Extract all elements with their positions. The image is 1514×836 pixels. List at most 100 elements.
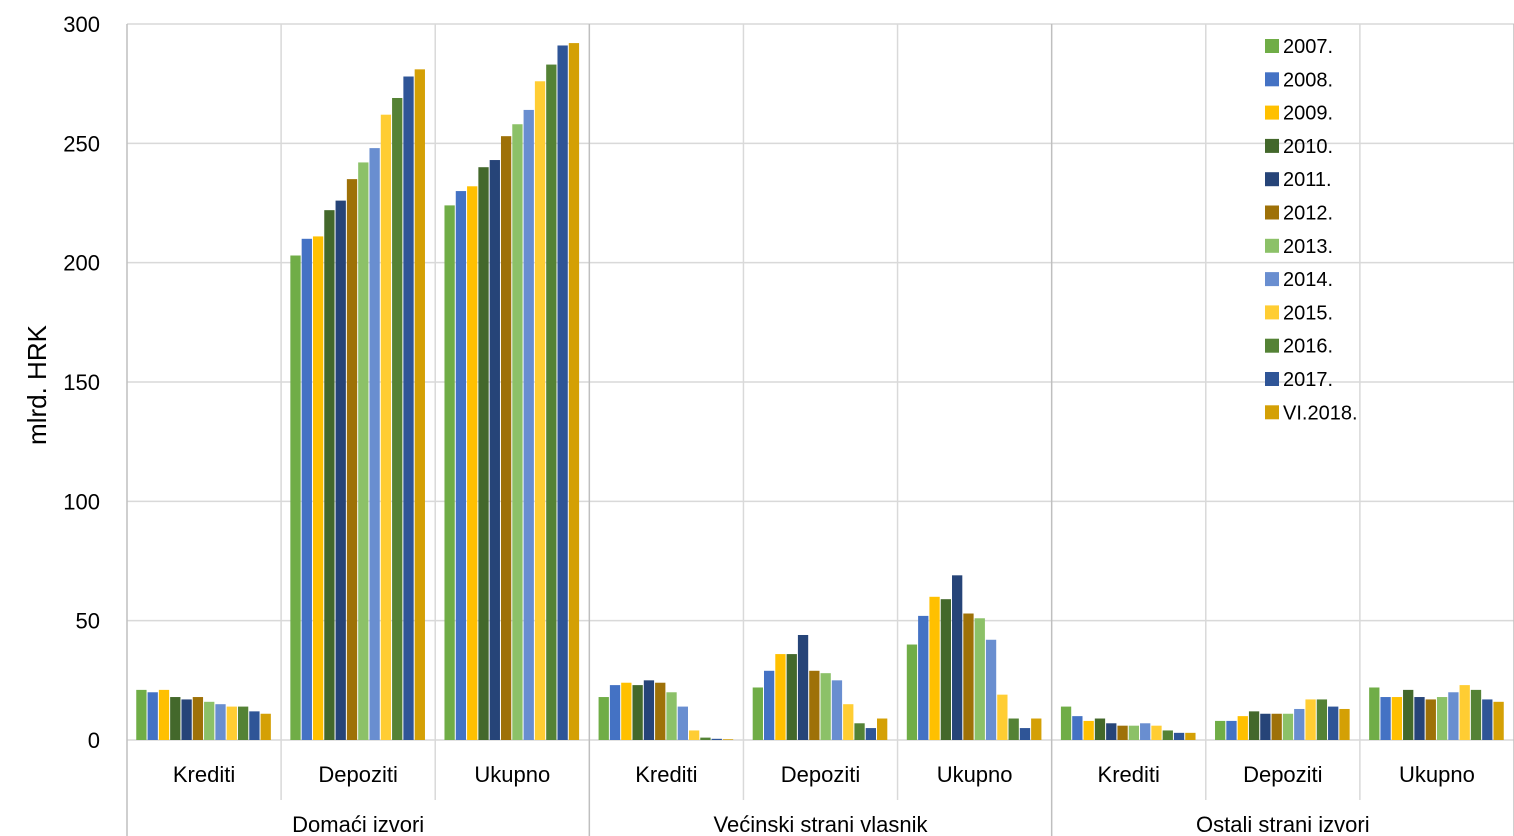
bar	[181, 699, 192, 740]
bar	[1226, 720, 1237, 740]
y-tick-label: 200	[63, 251, 100, 276]
bar	[478, 167, 489, 740]
legend-label: 2009.	[1283, 103, 1333, 125]
bar	[1425, 699, 1436, 740]
bar	[1470, 689, 1482, 740]
bar	[158, 689, 170, 740]
legend-label: 2010.	[1283, 136, 1333, 158]
legend-swatch	[1265, 138, 1279, 153]
y-axis-label: mlrd. HRK	[22, 324, 52, 445]
bar	[557, 45, 568, 741]
bar	[1019, 728, 1031, 740]
legend-swatch	[1265, 39, 1279, 53]
bar	[865, 728, 877, 740]
bar	[854, 723, 865, 740]
bar	[546, 64, 557, 740]
legend-label: 2015.	[1283, 302, 1333, 324]
bar	[655, 682, 666, 740]
bar	[1482, 699, 1493, 740]
x-tick-label: Krediti	[173, 762, 235, 787]
bar	[786, 654, 797, 740]
bar	[335, 200, 346, 741]
bar	[985, 639, 997, 740]
bar	[1083, 720, 1094, 740]
bar	[380, 114, 392, 740]
legend-label: 2011.	[1283, 169, 1332, 191]
x-tick-label: Depoziti	[1243, 762, 1322, 787]
bar	[1106, 723, 1117, 740]
bar	[568, 43, 580, 740]
legend-swatch	[1265, 272, 1279, 287]
bar	[609, 685, 621, 740]
bar	[1459, 685, 1470, 740]
bar	[929, 596, 940, 740]
bar	[1380, 697, 1391, 740]
bar	[906, 644, 918, 740]
bar	[1060, 706, 1072, 740]
bar	[877, 718, 888, 740]
y-tick-label: 250	[63, 131, 100, 156]
bar	[1031, 718, 1042, 740]
x-tick-label: Ukupno	[1399, 762, 1475, 787]
bar	[260, 713, 271, 740]
bar	[1094, 718, 1106, 740]
bar	[1414, 697, 1425, 740]
bar	[1493, 701, 1504, 740]
bar	[1391, 697, 1403, 740]
bar	[1260, 713, 1271, 740]
legend-label: 2012.	[1283, 203, 1333, 225]
bar	[1271, 713, 1282, 740]
legend-swatch	[1265, 72, 1279, 87]
bar	[136, 689, 147, 740]
bar	[249, 711, 260, 740]
bar	[489, 160, 500, 741]
bar	[775, 654, 786, 740]
bar	[358, 162, 369, 740]
bar	[1117, 725, 1128, 740]
bar	[711, 738, 722, 740]
x-tick-label: Depoziti	[781, 762, 860, 787]
bar	[324, 210, 335, 740]
legend-swatch	[1265, 405, 1279, 420]
bar	[632, 685, 643, 740]
y-tick-label: 150	[63, 370, 100, 395]
bar	[1128, 725, 1140, 740]
bar	[512, 124, 523, 741]
axes: 0 50 100 150 200 250 300 Krediti Depoziti Ukupno K…	[63, 12, 1475, 836]
bar	[455, 191, 467, 740]
y-tick-label: 0	[88, 728, 100, 753]
legend-swatch	[1265, 238, 1279, 253]
bar	[1237, 716, 1248, 740]
bar	[997, 694, 1008, 740]
y-tick-label: 50	[76, 609, 100, 634]
x-tick-label: Krediti	[1098, 762, 1160, 787]
bar	[215, 704, 226, 740]
bar	[918, 615, 929, 740]
group-label: Ostali strani izvori	[1196, 812, 1370, 836]
legend-swatch	[1265, 372, 1279, 386]
bar	[1008, 718, 1019, 740]
x-tick-label: Depoziti	[318, 762, 397, 787]
bar	[940, 599, 952, 740]
bar	[1316, 699, 1328, 740]
bar	[444, 205, 455, 740]
group-label: Većinski strani vlasnik	[714, 812, 929, 836]
bar	[1162, 730, 1173, 740]
bar	[677, 706, 688, 740]
legend-label: 2016.	[1283, 336, 1333, 358]
bar	[312, 236, 324, 740]
bar	[820, 673, 831, 740]
bar	[1185, 732, 1196, 740]
legend-label: 2014.	[1283, 269, 1333, 291]
legend-label: 2013.	[1283, 236, 1333, 258]
x-tick-label: Krediti	[635, 762, 697, 787]
bar	[290, 255, 301, 740]
bar	[1339, 708, 1350, 740]
bar	[1294, 708, 1305, 740]
bar	[598, 697, 609, 740]
bar	[1248, 711, 1260, 740]
bar	[621, 682, 632, 740]
legend-label: 2007.	[1283, 36, 1333, 58]
bar	[952, 575, 963, 740]
bar	[500, 136, 512, 741]
